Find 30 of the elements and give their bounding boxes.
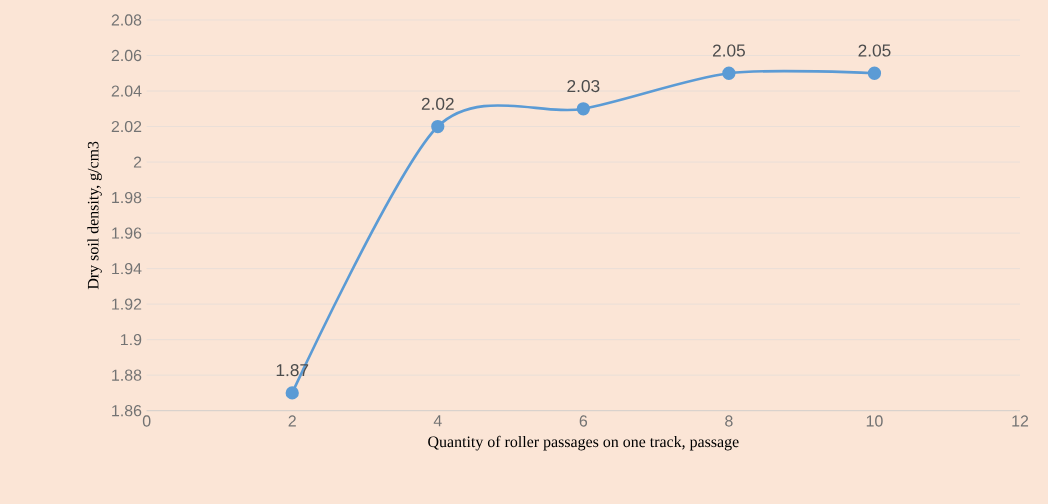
point: [431, 119, 445, 134]
y-tick-label: 2.04: [111, 85, 142, 97]
point: [867, 66, 882, 80]
y-tick-label: 2.06: [111, 49, 142, 62]
y-tick-label: 1.88: [112, 369, 142, 381]
x-tick-label: 10: [866, 415, 883, 427]
y-axis-title: Dry soil density, g/cm3: [87, 141, 102, 290]
data-label: 2.02: [421, 97, 454, 110]
y-tick-label: 1.92: [112, 298, 142, 310]
data-label: 2.05: [858, 44, 891, 57]
y-tick-label: 1.94: [112, 262, 142, 275]
y-tick-label: 1.9: [121, 334, 142, 346]
x-tick-label: 4: [433, 415, 442, 427]
x-tick-label: 12: [1012, 415, 1029, 427]
point: [722, 66, 736, 80]
data-label: 2.05: [712, 44, 745, 57]
x-tick-label: 0: [142, 415, 151, 427]
x-axis-title: Quantity of roller passages on one track, passage: [428, 435, 739, 451]
point: [576, 102, 590, 116]
point: [285, 386, 299, 400]
y-tick-label: 2: [133, 156, 142, 168]
x-tick-label: 6: [579, 415, 588, 427]
x-tick-label: 8: [725, 415, 733, 427]
data-label: 2.03: [567, 79, 600, 93]
y-tick-label: 1.86: [112, 405, 142, 417]
y-tick-label: 1.96: [112, 227, 142, 239]
y-tick-label: 2.02: [111, 120, 142, 133]
y-tick-label: 2.08: [111, 14, 142, 26]
x-tick-label: 2: [288, 415, 296, 427]
y-tick-label: 1.98: [112, 191, 142, 204]
